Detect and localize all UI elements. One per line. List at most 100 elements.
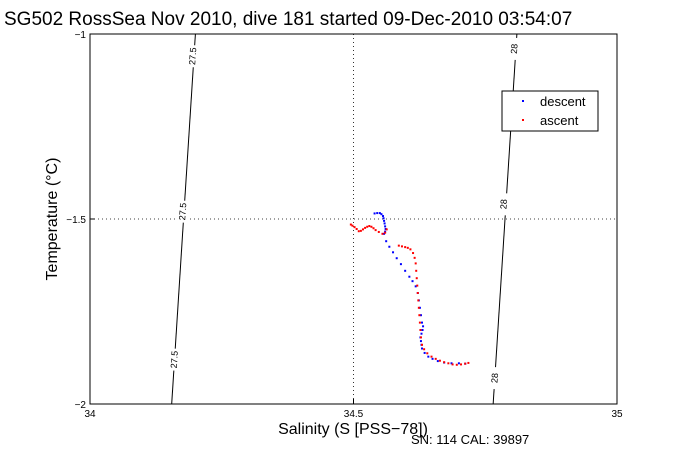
data-point-ascent xyxy=(397,244,400,247)
isopycnal-label-28: 28 xyxy=(509,43,520,54)
data-point-ascent xyxy=(406,246,409,249)
data-point-ascent xyxy=(447,362,450,365)
legend-box xyxy=(501,90,599,132)
data-point-ascent xyxy=(415,277,418,280)
data-point-ascent xyxy=(412,252,415,255)
data-point-ascent xyxy=(377,230,380,233)
data-point-descent xyxy=(383,219,386,222)
data-point-descent xyxy=(419,340,422,343)
isopycnal-label-bg xyxy=(187,44,199,68)
legend-label-descent: descent xyxy=(540,94,586,109)
data-point-ascent xyxy=(434,357,437,360)
data-point-ascent xyxy=(455,363,458,366)
data-point-ascent xyxy=(443,361,446,364)
data-point-ascent xyxy=(370,225,373,228)
data-point-ascent xyxy=(381,232,384,235)
data-point-descent xyxy=(421,347,424,350)
data-point-descent xyxy=(408,275,411,278)
data-point-ascent xyxy=(385,228,388,231)
data-point-descent xyxy=(378,212,381,215)
data-point-ascent xyxy=(426,352,429,355)
data-point-ascent xyxy=(415,269,418,272)
data-point-ascent xyxy=(372,227,375,230)
y-axis-ticks: −2 −1.5 −1 xyxy=(66,30,95,411)
data-point-descent xyxy=(384,225,387,228)
data-point-descent xyxy=(420,332,423,335)
data-point-ascent xyxy=(364,226,367,229)
isopycnal-label-27.5: 27.5 xyxy=(169,351,180,369)
legend-marker-ascent xyxy=(522,119,524,121)
plot-area: 27.5 27.5 27.5 28 28 28 xyxy=(89,33,618,405)
data-point-descent xyxy=(383,222,386,225)
data-point-ascent xyxy=(414,262,417,265)
data-point-ascent xyxy=(353,226,356,229)
data-point-descent xyxy=(383,232,386,235)
data-point-descent xyxy=(385,240,388,243)
data-point-ascent xyxy=(361,228,364,231)
data-point-ascent xyxy=(460,363,463,366)
data-point-descent xyxy=(427,355,430,358)
data-point-ascent xyxy=(368,225,371,228)
data-point-descent xyxy=(414,285,417,288)
isopycnal-label-bg xyxy=(168,348,181,371)
data-point-ascent xyxy=(438,359,441,362)
data-point-descent xyxy=(418,306,421,309)
legend-marker-descent xyxy=(522,100,524,102)
y-axis-label: Temperature (°C) xyxy=(44,158,61,281)
data-point-ascent xyxy=(467,361,470,364)
data-point-descent xyxy=(382,215,385,218)
isopycnal-label-27.5: 27.5 xyxy=(187,47,198,65)
x-axis-label: Salinity (S [PSS−78]) xyxy=(278,421,428,438)
data-point-ascent xyxy=(404,246,407,249)
data-point-ascent xyxy=(409,248,412,251)
data-point-ascent xyxy=(351,224,354,227)
data-point-descent xyxy=(380,213,383,216)
data-point-ascent xyxy=(366,225,369,228)
data-point-ascent xyxy=(430,355,433,358)
data-point-ascent xyxy=(451,363,454,366)
scatter-series xyxy=(349,212,470,366)
y-tick-label-neg2: −2 xyxy=(75,400,87,411)
data-point-ascent xyxy=(416,284,419,287)
data-point-descent xyxy=(395,257,398,260)
isopycnal-label-28: 28 xyxy=(489,373,500,384)
data-point-descent xyxy=(392,251,395,254)
data-point-ascent xyxy=(419,336,422,339)
isopycnal-label-bg xyxy=(508,37,520,61)
x-tick-label-34.5: 34.5 xyxy=(344,409,364,420)
data-point-descent xyxy=(411,280,414,283)
legend: descent ascent xyxy=(501,90,599,132)
isopycnal-label-bg xyxy=(489,366,501,390)
data-point-descent xyxy=(376,212,379,215)
footer-serial-cal: SN: 114 CAL: 39897 xyxy=(411,432,529,447)
data-point-ascent xyxy=(374,229,377,232)
data-point-ascent xyxy=(359,229,362,232)
isopycnal-lines: 27.5 27.5 27.5 28 28 28 xyxy=(168,33,520,405)
data-point-ascent xyxy=(413,256,416,259)
data-point-descent xyxy=(373,212,376,215)
data-point-ascent xyxy=(355,227,358,230)
data-point-descent xyxy=(421,321,424,324)
y-tick-label-neg1.5: −1.5 xyxy=(66,215,86,226)
data-point-descent xyxy=(436,360,439,363)
data-point-descent xyxy=(422,325,425,328)
chart-title: SG502 RossSea Nov 2010, dive 181 started… xyxy=(4,9,572,30)
data-point-descent xyxy=(457,362,460,365)
isopycnal-label-27.5: 27.5 xyxy=(177,203,188,221)
x-tick-label-34: 34 xyxy=(84,409,96,420)
isopycnal-label-bg xyxy=(498,192,510,216)
isopycnal-label-bg xyxy=(177,200,189,223)
data-point-ascent xyxy=(349,223,352,226)
data-point-ascent xyxy=(464,362,467,365)
data-point-ascent xyxy=(423,348,426,351)
data-point-ascent xyxy=(418,321,421,324)
isopycnal-label-28: 28 xyxy=(498,199,509,210)
data-point-descent xyxy=(399,263,402,266)
data-point-descent xyxy=(419,314,422,317)
data-point-descent xyxy=(388,245,391,248)
x-tick-label-35: 35 xyxy=(611,409,623,420)
data-point-ascent xyxy=(384,231,387,234)
data-point-ascent xyxy=(421,343,424,346)
data-point-descent xyxy=(431,357,434,360)
